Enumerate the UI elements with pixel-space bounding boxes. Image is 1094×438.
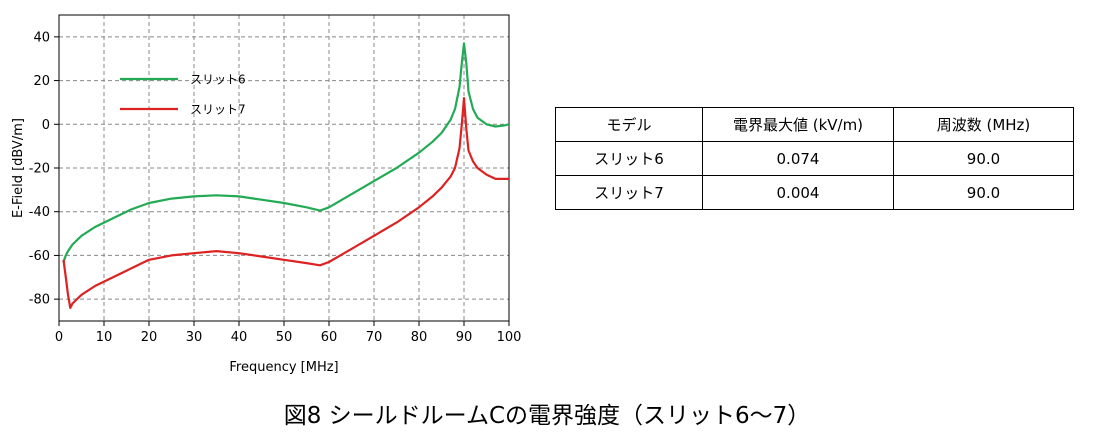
e-field-chart: 0 10 20 30 40 50 60 70 80 90 10040200-20-40-60-80 …	[11, 14, 522, 375]
table-cell: 0.074	[702, 141, 894, 176]
legend-label: スリット6	[190, 73, 246, 87]
table-header: 周波数 (MHz)	[893, 107, 1074, 142]
y-tick-label: -40	[29, 205, 50, 220]
table-cell: 0.004	[702, 175, 894, 210]
y-tick-label: -60	[29, 249, 50, 264]
x-tick-label: 100	[497, 330, 522, 345]
table-row: スリット7 0.004 90.0	[555, 175, 1074, 210]
results-table: モデル 電界最大値 (kV/m) 周波数 (MHz) スリット6 0.074 9…	[555, 107, 1074, 210]
y-tick-label: 20	[33, 74, 50, 89]
table-cell: スリット7	[555, 175, 703, 210]
chart-grid	[59, 15, 509, 321]
x-tick-label: 50	[276, 330, 293, 345]
series-lines	[62, 42, 510, 309]
y-tick-label: 0	[42, 118, 50, 133]
table-header: モデル	[555, 107, 703, 142]
x-tick-label: 20	[141, 330, 158, 345]
legend: スリット6 スリット7	[120, 73, 246, 117]
x-tick-label: 90	[456, 330, 473, 345]
table-cell: 90.0	[893, 175, 1074, 210]
table-cell: スリット6	[555, 141, 703, 176]
x-tick-label: 60	[321, 330, 338, 345]
legend-label: スリット7	[190, 103, 246, 117]
x-tick-label: 30	[186, 330, 203, 345]
y-tick-label: -80	[29, 293, 50, 308]
table-header: 電界最大値 (kV/m)	[702, 107, 894, 142]
x-tick-label: 80	[411, 330, 428, 345]
axis-ticks: 0 10 20 30 40 50 60 70 80 90 100 40 20 0 -20 -40 -60 -80	[29, 30, 522, 345]
x-tick-label: 10	[96, 330, 113, 345]
x-axis-label: Frequency [MHz]	[229, 360, 338, 375]
series-line-1	[62, 42, 510, 263]
table-header-row: モデル 電界最大値 (kV/m) 周波数 (MHz)	[555, 107, 1074, 142]
table-cell: 90.0	[893, 141, 1074, 176]
series-line-2	[62, 96, 509, 309]
figure-caption: 図8 シールドルームCの電界強度（スリット6～7）	[283, 403, 811, 429]
x-tick-label: 70	[366, 330, 383, 345]
x-tick-label: 0	[55, 330, 63, 345]
x-tick-label: 40	[231, 330, 248, 345]
y-tick-label: -20	[29, 162, 50, 177]
y-tick-label: 40	[33, 30, 50, 45]
table-row: スリット6 0.074 90.0	[555, 141, 1074, 176]
y-axis-label: E-Field [dBV/m]	[11, 118, 26, 218]
